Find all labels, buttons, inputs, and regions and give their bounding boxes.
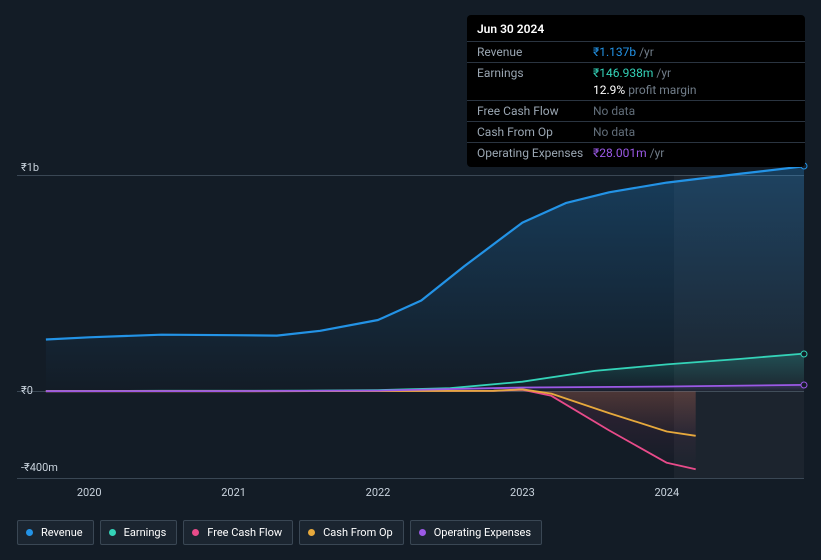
- tooltip-value: ₹1.137b: [593, 45, 636, 59]
- tooltip-suffix: /yr: [656, 66, 671, 80]
- tooltip-row-label: Earnings: [477, 66, 593, 80]
- tooltip-row: Cash From OpNo data: [467, 121, 805, 142]
- tooltip-sub-value: 12.9%: [593, 83, 625, 97]
- tooltip-row-label: Free Cash Flow: [477, 104, 593, 118]
- tooltip-row: Earnings₹146.938m/yr: [467, 62, 805, 83]
- chart-tooltip: Jun 30 2024 Revenue₹1.137b/yrEarnings₹14…: [467, 15, 805, 167]
- series-area-revenue: [46, 166, 804, 391]
- legend-dot-icon: [26, 529, 33, 536]
- legend-label: Revenue: [41, 526, 83, 539]
- gridline-neg400m: [17, 478, 804, 479]
- legend-label: Free Cash Flow: [207, 526, 282, 539]
- legend-label: Earnings: [124, 526, 167, 539]
- legend-item-free_cash_flow[interactable]: Free Cash Flow: [183, 520, 293, 545]
- x-tick-2020: 2020: [77, 486, 102, 499]
- tooltip-row: Free Cash FlowNo data: [467, 100, 805, 121]
- end-marker-operating_expenses: [801, 381, 808, 388]
- tooltip-nodata: No data: [593, 104, 635, 118]
- legend-item-cash_from_op[interactable]: Cash From Op: [299, 520, 404, 545]
- tooltip-value: ₹28.001m: [593, 146, 647, 160]
- x-tick-2023: 2023: [510, 486, 535, 499]
- tooltip-row-label: Cash From Op: [477, 125, 593, 139]
- tooltip-value: ₹146.938m: [593, 66, 653, 80]
- tooltip-subrow: 12.9% profit margin: [467, 83, 805, 100]
- legend-item-earnings[interactable]: Earnings: [100, 520, 178, 545]
- legend-item-revenue[interactable]: Revenue: [17, 520, 94, 545]
- tooltip-suffix: /yr: [650, 146, 665, 160]
- x-tick-2021: 2021: [221, 486, 246, 499]
- tooltip-title: Jun 30 2024: [467, 22, 805, 41]
- chart-legend: Revenue Earnings Free Cash Flow Cash From O…: [17, 520, 542, 545]
- tooltip-row: Operating Expenses₹28.001m/yr: [467, 142, 805, 163]
- legend-dot-icon: [308, 529, 315, 536]
- tooltip-row: Revenue₹1.137b/yr: [467, 41, 805, 62]
- x-tick-2022: 2022: [366, 486, 391, 499]
- tooltip-suffix: /yr: [639, 45, 654, 59]
- legend-dot-icon: [419, 529, 426, 536]
- legend-label: Cash From Op: [323, 526, 393, 539]
- legend-dot-icon: [192, 529, 199, 536]
- tooltip-row-label: Revenue: [477, 45, 593, 59]
- tooltip-row-label: Operating Expenses: [477, 146, 593, 160]
- legend-dot-icon: [109, 529, 116, 536]
- legend-label: Operating Expenses: [434, 526, 531, 539]
- legend-item-operating_expenses[interactable]: Operating Expenses: [410, 520, 542, 545]
- tooltip-sub-text: profit margin: [628, 83, 696, 97]
- end-marker-earnings: [801, 350, 808, 357]
- x-tick-2024: 2024: [654, 486, 679, 499]
- tooltip-nodata: No data: [593, 125, 635, 139]
